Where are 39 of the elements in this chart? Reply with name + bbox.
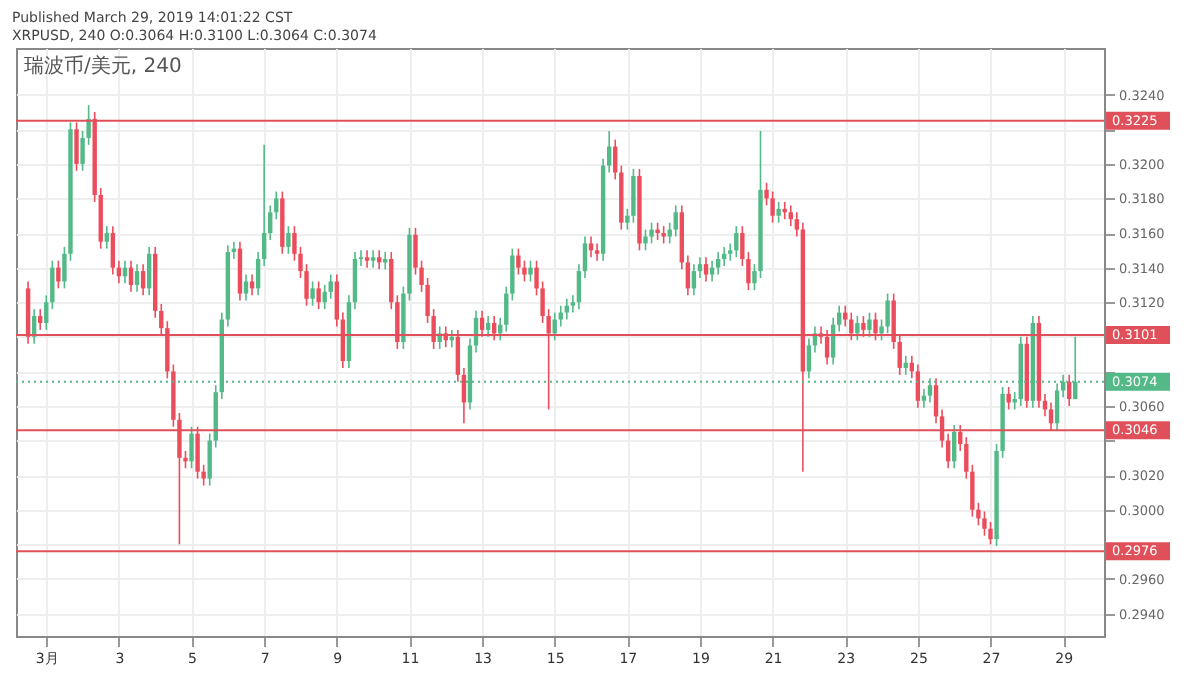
candlestick — [982, 510, 987, 537]
candlestick — [885, 292, 890, 335]
candlestick — [776, 201, 781, 224]
candlestick — [328, 273, 333, 300]
candlestick — [38, 308, 43, 331]
candlestick — [370, 249, 376, 269]
candlestick — [110, 225, 116, 276]
candlestick — [104, 225, 109, 250]
candlestick — [588, 235, 594, 259]
candlestick — [770, 190, 775, 224]
candlestick — [564, 297, 570, 321]
candlestick — [249, 273, 255, 297]
candlestick — [1054, 382, 1060, 431]
candlestick — [237, 240, 243, 302]
candlestick — [310, 280, 315, 307]
candlestick — [709, 259, 715, 283]
candlestick — [673, 204, 678, 238]
candlestick — [485, 315, 491, 338]
candlestick — [134, 263, 140, 293]
candlestick — [715, 251, 721, 276]
candlestick — [516, 247, 521, 276]
candlestick — [189, 425, 194, 470]
candlestick — [594, 242, 600, 262]
candlestick — [56, 259, 61, 290]
candlestick — [1006, 386, 1011, 411]
candlestick — [643, 228, 648, 252]
annotation: 瑞波币/美元, 240 — [24, 54, 182, 78]
candlestick — [316, 280, 321, 310]
candlestick — [915, 363, 921, 409]
candlestick — [649, 221, 654, 245]
candlestick — [243, 273, 249, 302]
candlestick — [528, 259, 533, 283]
candlestick — [951, 424, 957, 470]
candlestick — [286, 225, 291, 255]
candlestick — [631, 168, 636, 224]
candlestick — [364, 249, 370, 269]
candlestick — [867, 311, 872, 338]
candlestick — [855, 315, 860, 342]
candlestick — [703, 256, 709, 283]
